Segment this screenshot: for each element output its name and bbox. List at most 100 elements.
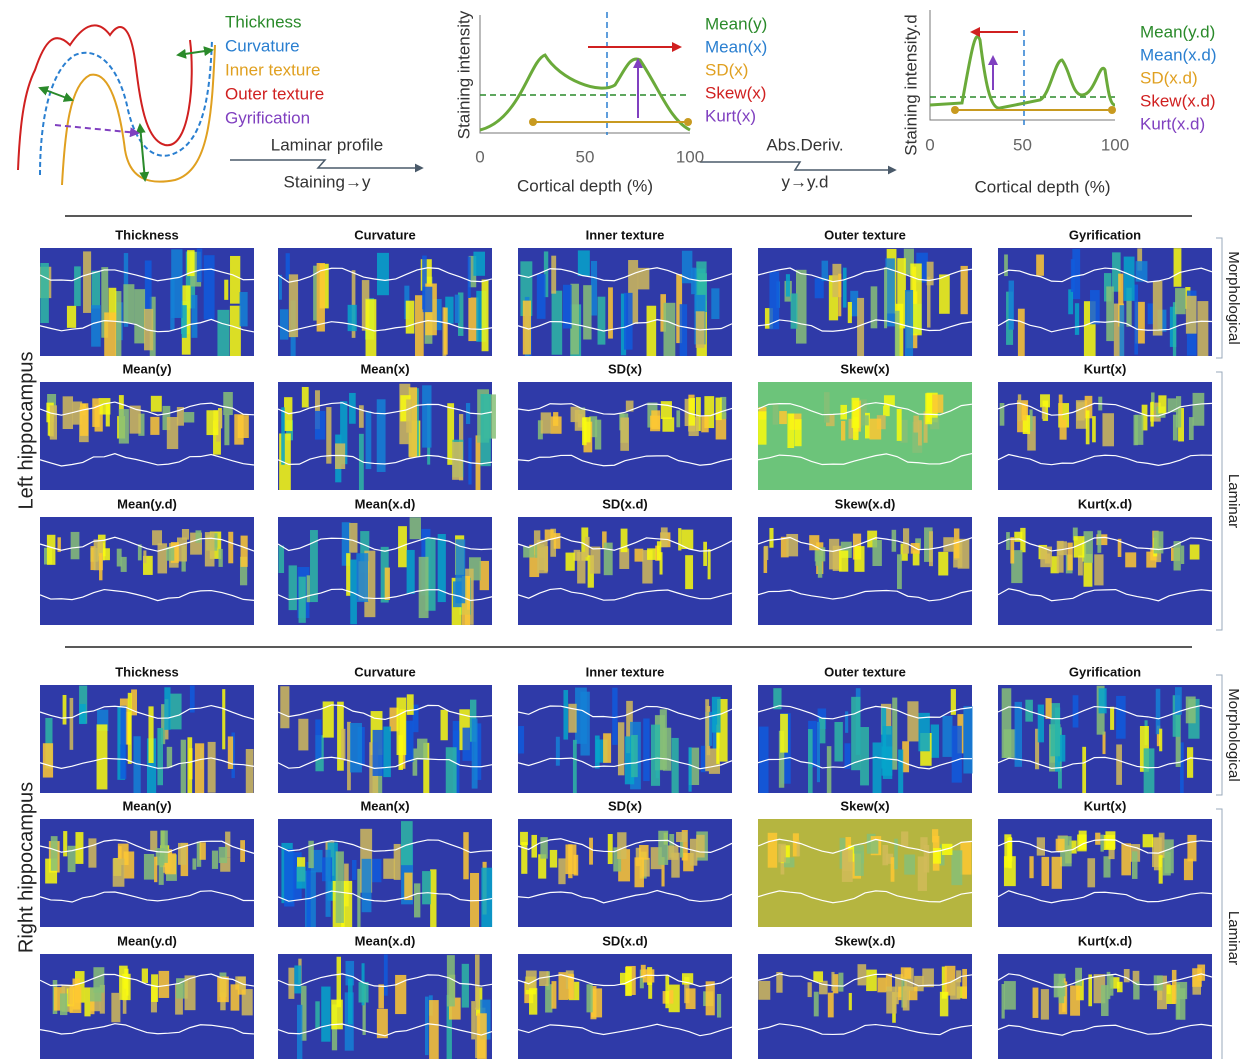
heatmap-stripe [90, 987, 102, 1002]
heatmap-stripe [1100, 834, 1104, 852]
heatmap-stripe [942, 715, 953, 757]
heatmap-stripe [418, 556, 429, 619]
heatmap-stripe [228, 531, 234, 564]
heatmap-stripe [869, 418, 882, 440]
contour [997, 588, 1213, 602]
heatmap-stripe [481, 867, 493, 927]
heatmap-stripe [521, 841, 528, 874]
x-tick-label: 50 [576, 147, 595, 166]
x-axis-label: Cortical depth (%) [974, 177, 1110, 196]
heatmap-stripe [229, 305, 241, 356]
panel-title: Curvature [354, 664, 415, 679]
contour [277, 537, 493, 552]
heatmap-stripe [412, 748, 418, 776]
heatmap-stripe [134, 289, 146, 344]
heatmap-stripe [72, 401, 83, 425]
legend-label: Gyrification [225, 108, 310, 127]
heatmap-stripe [74, 266, 81, 307]
heatmap-stripe [1098, 688, 1107, 714]
heatmap-stripe [832, 545, 842, 571]
heatmap-stripe [406, 694, 414, 715]
contour [517, 319, 733, 332]
heatmap-stripe [617, 722, 625, 776]
heatmap-stripe [347, 978, 353, 1025]
heatmap-stripe [1175, 988, 1186, 1020]
heatmap-stripe [634, 548, 644, 562]
heatmap-stripe [1074, 303, 1080, 335]
heatmap-stripe [903, 248, 914, 275]
heatmap-stripe [792, 833, 799, 857]
heatmap-stripe [1021, 402, 1027, 421]
heatmap-stripe [281, 407, 285, 465]
heatmap-stripe [1143, 748, 1155, 793]
heatmap-stripe [628, 260, 639, 324]
group-bracket [1216, 237, 1223, 359]
heatmap-stripe [1180, 545, 1185, 564]
heatmap-stripe [890, 857, 895, 882]
heatmap-stripe [1123, 969, 1130, 983]
heatmap-stripe [926, 261, 934, 286]
panel-title: Mean(x.d) [355, 496, 416, 511]
heatmap-stripe [558, 972, 569, 1000]
heatmap-stripe [786, 533, 799, 557]
heatmap-stripe [1116, 695, 1126, 739]
heatmap-stripe [80, 403, 89, 436]
heatmap-stripe [313, 265, 317, 321]
heatmap [757, 248, 973, 356]
heatmap-stripe [398, 526, 407, 568]
heatmap-stripe [662, 417, 675, 432]
heatmap-stripe [671, 852, 680, 878]
heatmap-stripe [577, 250, 590, 276]
heatmap-stripe [1135, 301, 1145, 344]
heatmap-stripe [340, 401, 348, 465]
heatmap-stripe [1116, 744, 1122, 785]
heatmap-stripe [462, 727, 473, 761]
heatmap-stripe [176, 978, 188, 999]
heatmap-stripe [180, 739, 186, 793]
heatmap-stripe [597, 296, 606, 345]
heatmap-stripe [555, 736, 560, 766]
heatmap-stripe [422, 871, 431, 905]
heatmap-stripe [1125, 552, 1137, 568]
heatmap-stripe [678, 528, 682, 551]
heatmap-stripe [933, 848, 942, 864]
heatmap-stripe [468, 557, 481, 581]
heatmap-stripe [239, 292, 248, 327]
heatmap-stripe [681, 250, 693, 284]
heatmap-stripe [91, 270, 101, 309]
legend-label: Kurt(x.d) [1140, 114, 1205, 133]
heatmap-stripe [877, 977, 887, 993]
heatmap-stripe [195, 530, 202, 543]
heatmap-stripe [108, 287, 117, 321]
heatmap-stripe [468, 437, 472, 485]
heatmap-stripe [308, 840, 314, 869]
x-tick-label: 50 [1013, 135, 1032, 154]
heatmap-stripe [45, 717, 53, 769]
contour [277, 320, 493, 332]
heatmap-stripe [377, 252, 389, 296]
heatmap-stripe [347, 721, 351, 791]
heatmap-stripe [425, 996, 429, 1056]
heatmap-stripe [166, 546, 175, 561]
heatmap-stripe [1070, 259, 1075, 292]
contour [757, 838, 973, 854]
heatmap-stripe [468, 255, 477, 288]
heatmap-stripe [66, 305, 77, 328]
heatmap-stripe [834, 721, 843, 762]
heatmap-stripe [408, 387, 418, 458]
contour [997, 839, 1213, 854]
heatmap-stripe [620, 417, 629, 451]
heatmap-stripe [1151, 392, 1155, 412]
heatmap-stripe [778, 843, 786, 863]
heatmap-stripe [1175, 396, 1182, 428]
heatmap-stripe [529, 988, 538, 1015]
legend-label: Mean(x.d) [1140, 45, 1217, 64]
heatmap-stripe [1014, 701, 1022, 767]
heatmap-stripe [720, 396, 727, 419]
heatmap-stripe [676, 410, 681, 428]
heatmap-stripe [479, 560, 489, 591]
heatmap-stripe [589, 416, 598, 438]
heatmap-stripe [1029, 409, 1033, 432]
heatmap-stripe [962, 968, 968, 999]
panel-title: Skew(x) [840, 361, 889, 376]
